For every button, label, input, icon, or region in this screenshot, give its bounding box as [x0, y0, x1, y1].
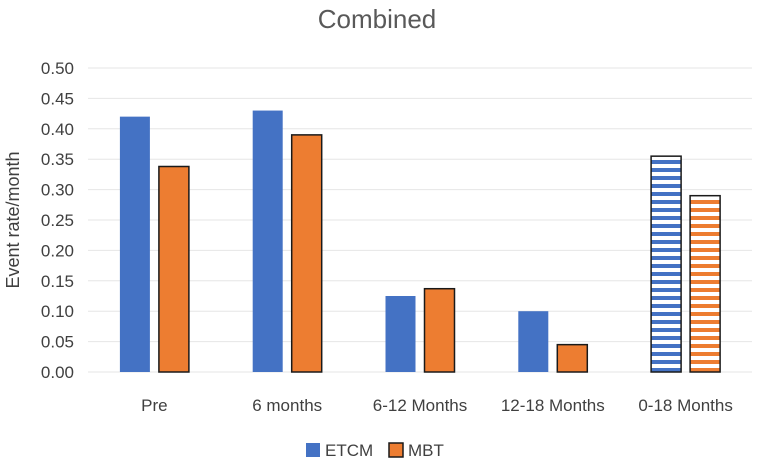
y-tick-label: 0.00	[41, 363, 74, 382]
bar-mbt-0-18-months	[689, 194, 721, 373]
legend-label-mbt: MBT	[408, 441, 444, 460]
y-tick-label: 0.45	[41, 89, 74, 108]
gridlines	[88, 67, 752, 373]
x-category-label: 12-18 Months	[501, 396, 605, 415]
bar-mbt-6-months	[290, 134, 323, 373]
legend-swatch-mbt	[388, 442, 404, 458]
y-axis-label: Event rate/month	[3, 151, 23, 288]
bars	[119, 110, 721, 373]
y-tick-label: 0.50	[41, 59, 74, 78]
bar-etcm-6-months	[252, 110, 283, 372]
bar-etcm-pre	[119, 116, 150, 372]
bar-mbt-6-12-months	[423, 287, 456, 373]
bar-etcm-12-18-months	[518, 311, 549, 372]
x-category-label: 6 months	[252, 396, 322, 415]
y-tick-label: 0.15	[41, 272, 74, 291]
x-axis-categories: Pre 6 months 6-12 Months 12-18 Months 0-18 M…	[141, 396, 733, 415]
y-tick-label: 0.05	[41, 333, 74, 352]
bar-etcm-0-18-months	[650, 155, 682, 373]
y-axis-ticks: 0.00 0.05 0.10 0.15 0.20 0.25 0.30 0.35 0.40 0.45…	[41, 59, 74, 382]
y-tick-label: 0.35	[41, 150, 74, 169]
x-category-label: Pre	[141, 396, 167, 415]
y-tick-label: 0.30	[41, 181, 74, 200]
legend-label-etcm: ETCM	[325, 441, 373, 460]
legend-swatch-etcm	[306, 443, 320, 457]
y-tick-label: 0.40	[41, 120, 74, 139]
y-tick-label: 0.20	[41, 241, 74, 260]
legend: ETCM MBT	[306, 441, 444, 460]
bar-mbt-12-18-months	[556, 343, 589, 373]
chart-title: Combined	[318, 4, 437, 34]
y-tick-label: 0.10	[41, 302, 74, 321]
x-category-label: 6-12 Months	[373, 396, 468, 415]
bar-etcm-6-12-months	[385, 296, 416, 372]
y-tick-label: 0.25	[41, 211, 74, 230]
x-category-label: 0-18 Months	[638, 396, 733, 415]
bar-mbt-pre	[158, 165, 190, 373]
